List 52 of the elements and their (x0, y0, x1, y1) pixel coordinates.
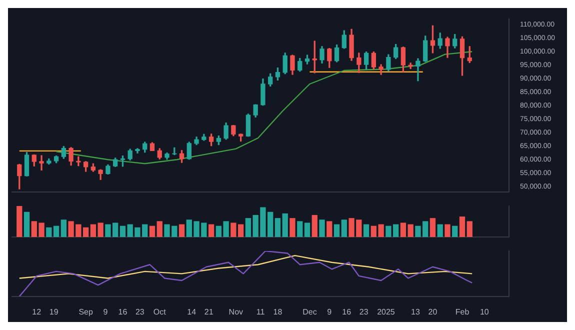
x-tick-label: 16 (342, 307, 352, 316)
x-tick-label: Feb (455, 307, 470, 316)
x-tick-label: 19 (49, 307, 59, 316)
bar (208, 224, 214, 237)
bar (24, 212, 30, 237)
x-tick-label: 9 (327, 307, 332, 316)
bar (444, 224, 450, 237)
x-tick-label: 16 (118, 307, 128, 316)
x-tick-label: Oct (153, 307, 167, 316)
x-tick-label: 23 (359, 307, 369, 316)
x-tick-label: 21 (204, 307, 214, 316)
bar (408, 224, 414, 237)
x-tick-label: 12 (32, 307, 42, 316)
bar (290, 218, 296, 237)
x-tick-label: Sep (78, 307, 94, 316)
bar (282, 213, 288, 237)
bar (437, 224, 443, 237)
x-tick-label: 13 (411, 307, 420, 316)
x-tick-label: 11 (256, 307, 266, 316)
bar (60, 220, 66, 237)
bar (400, 222, 406, 237)
bar (466, 221, 472, 237)
bar (452, 226, 458, 237)
x-tick-label: 2025 (377, 307, 396, 316)
bar (178, 224, 185, 237)
x-tick-label: Dec (302, 307, 317, 316)
bar (326, 221, 332, 237)
bar (430, 218, 436, 237)
x-tick-label: 18 (273, 307, 283, 316)
candlestick (39, 155, 44, 170)
bar (156, 221, 162, 237)
x-tick-label: Nov (228, 307, 244, 316)
bar (363, 224, 370, 237)
bar (334, 224, 340, 237)
bar (459, 216, 466, 237)
bar (341, 220, 347, 237)
bar (53, 226, 60, 237)
x-tick-label: 9 (103, 307, 108, 316)
bar (312, 214, 318, 237)
bar (149, 226, 156, 237)
bar (304, 222, 310, 237)
x-tick-label: 14 (187, 307, 197, 316)
x-tick-label: 23 (135, 307, 145, 316)
bar (297, 221, 303, 237)
bar (120, 226, 126, 237)
x-tick-label: 10 (480, 307, 490, 316)
x-tick-label: 20 (428, 307, 438, 316)
candlestick (76, 156, 81, 166)
bar (319, 220, 325, 237)
bar (274, 218, 281, 237)
bar (16, 206, 22, 237)
bar (46, 227, 52, 237)
